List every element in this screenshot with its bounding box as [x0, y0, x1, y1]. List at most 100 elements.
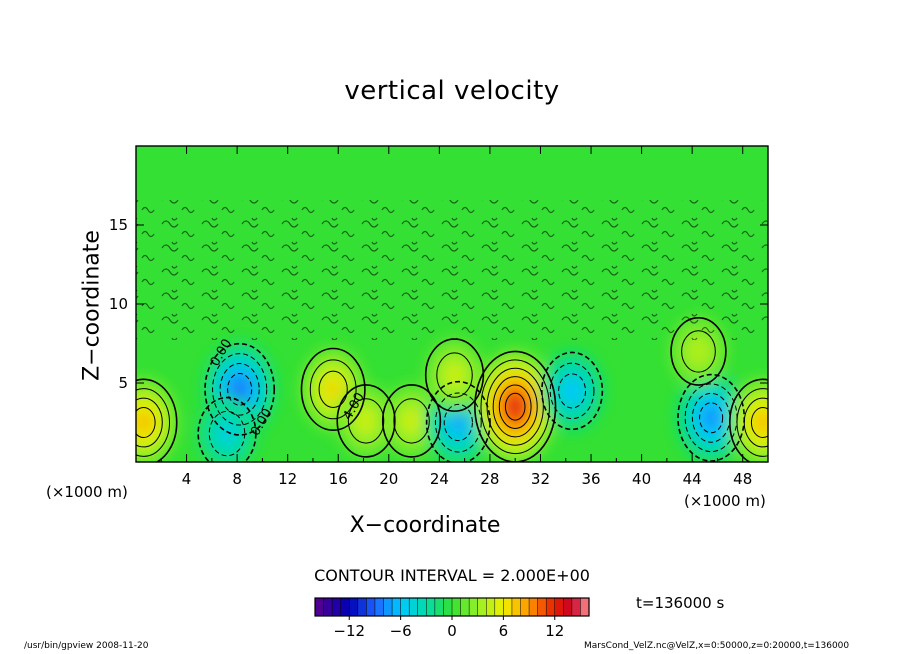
heatmap-blob	[355, 408, 377, 434]
colorbar-cell	[571, 597, 581, 617]
colorbar-cell	[443, 597, 453, 617]
colorbar-ticks: −12 −6 0 6 12	[333, 616, 564, 640]
contour-ring	[309, 359, 357, 420]
colorbar-tick-label: 12	[545, 622, 564, 640]
contour-ring	[136, 397, 163, 448]
contour-ring	[541, 351, 604, 431]
colorbar-cell	[340, 597, 350, 617]
contour-ring	[443, 403, 473, 442]
contour-ring	[750, 406, 768, 439]
heatmap-blob	[232, 379, 247, 399]
colorbar-cell	[477, 597, 487, 617]
contour-ring	[480, 359, 550, 455]
x-unit-left: (×1000 m)	[46, 483, 128, 501]
contour-ring	[381, 384, 442, 458]
colorbar-cell	[460, 597, 470, 617]
colorbar-cell	[374, 597, 385, 617]
y-axis-label: Z−coordinate	[79, 230, 105, 381]
colorbar-cell	[417, 597, 427, 617]
colorbar-cell	[580, 597, 590, 617]
contour-ring	[219, 363, 260, 416]
heatmap-blob	[401, 408, 422, 434]
contour-interval-label: CONTOUR INTERVAL = 2.000E+00	[314, 566, 590, 585]
footer-source: MarsCond_VelZ.nc@VelZ,x=0:50000,z=0:2000…	[584, 641, 850, 651]
contour-ring	[347, 398, 385, 444]
footer-program-date: /usr/bin/gpview 2008-11-20	[24, 641, 149, 651]
x-tick-label: 4	[182, 470, 192, 488]
contour-ring	[227, 372, 253, 406]
colorbar-cell	[486, 597, 496, 617]
x-tick-label: 28	[480, 470, 499, 488]
heatmap-blob	[136, 411, 153, 434]
colorbar-cell	[408, 597, 419, 617]
colorbar-cell	[434, 597, 444, 617]
y-tick-label: 10	[109, 295, 128, 313]
contour-ring	[197, 396, 257, 462]
contour-ring	[729, 378, 768, 462]
colorbar-cell	[537, 597, 547, 617]
x-tick-label: 48	[733, 470, 752, 488]
heatmap-blob	[702, 406, 720, 430]
colorbar-cell	[331, 597, 342, 617]
colorbar-tick-label: 0	[447, 622, 457, 640]
chart-title: vertical velocity	[344, 76, 560, 106]
heatmap-blob	[324, 378, 342, 401]
contour-ring	[424, 338, 485, 412]
y-tick-label: 15	[109, 216, 128, 234]
contour-ring	[318, 370, 348, 408]
contour-ring	[681, 330, 716, 373]
heatmap-blob	[449, 411, 467, 434]
colorbar-cell	[426, 597, 436, 617]
x-tick-label: 8	[232, 470, 242, 488]
colorbar-cell	[563, 597, 573, 617]
heatmap-blob	[509, 398, 522, 416]
x-tick-label: 44	[683, 470, 702, 488]
heatmap-blob	[754, 411, 768, 434]
upper-turbulence-texture	[136, 200, 768, 340]
contour-ring	[736, 388, 768, 457]
colorbar-cell	[400, 597, 410, 617]
time-label: t=136000 s	[636, 594, 725, 612]
x-tick-label: 12	[278, 470, 297, 488]
contour-ring	[549, 362, 595, 420]
contour-lines	[136, 316, 768, 462]
contour-ring	[393, 398, 430, 444]
heatmap-blob	[561, 377, 583, 405]
contour-ring	[136, 378, 178, 462]
contour-ring	[486, 367, 544, 446]
colorbar-cell	[520, 597, 530, 617]
colorbar-cell	[391, 597, 402, 617]
heatmap-blob	[684, 333, 713, 370]
colorbar-cells	[314, 597, 590, 617]
contour-ring	[670, 316, 727, 386]
contour-ring	[434, 392, 482, 453]
colorbar-tick-label: −6	[390, 622, 412, 640]
contour-ring	[504, 392, 526, 421]
contour-ring	[212, 353, 268, 426]
colorbar: −12 −6 0 6 12	[314, 597, 590, 640]
colorbar-tick-label: −12	[333, 622, 365, 640]
contour-ring	[743, 397, 768, 448]
contour-ring	[204, 342, 276, 436]
x-tick-label: 16	[329, 470, 348, 488]
x-tick-label: 36	[581, 470, 600, 488]
contour-ring	[558, 373, 587, 409]
colorbar-cell	[366, 597, 376, 617]
contour-ring	[436, 352, 473, 398]
colorbar-cell	[349, 597, 359, 617]
x-unit-right: (×1000 m)	[684, 492, 766, 510]
heatmap-blob	[216, 420, 238, 447]
colorbar-cell	[314, 597, 325, 617]
colorbar-cell	[451, 597, 462, 617]
colorbar-cell	[494, 597, 504, 617]
colorbar-tick-label: 6	[499, 622, 509, 640]
contour-ring	[336, 384, 396, 458]
x-tick-label: 20	[379, 470, 398, 488]
y-tick-label: 5	[118, 374, 128, 392]
contour-ring	[498, 384, 532, 429]
colorbar-cell	[468, 597, 479, 617]
contour-ring	[136, 388, 171, 457]
colorbar-cell	[383, 597, 393, 617]
